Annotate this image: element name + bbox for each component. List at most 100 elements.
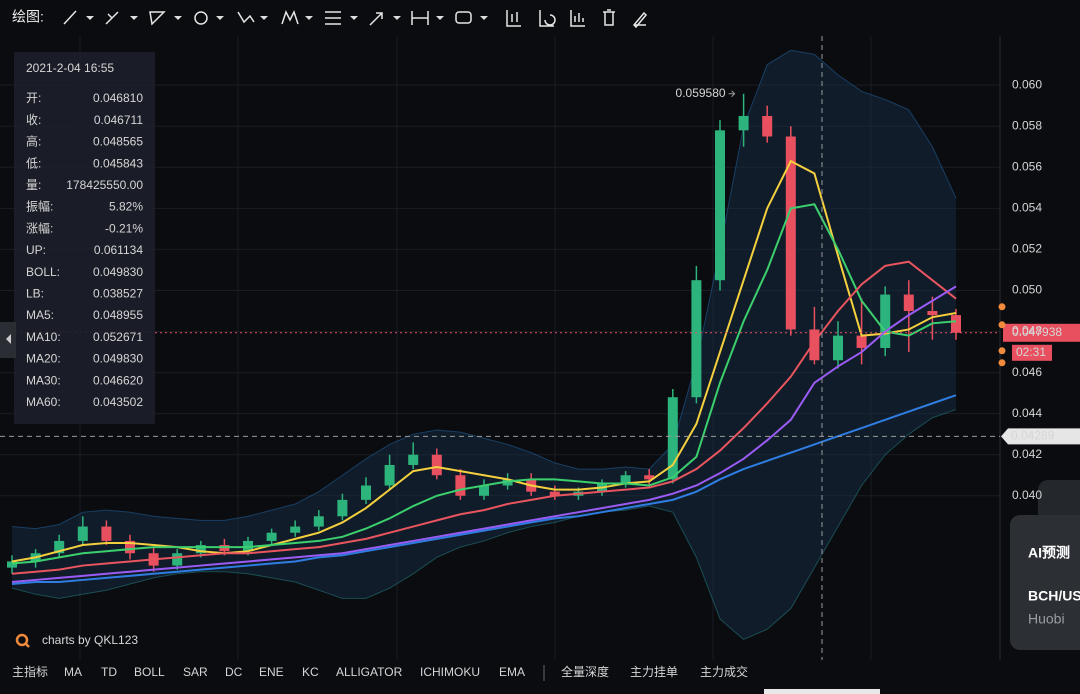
indicator-button[interactable]: ALLIGATOR (336, 665, 403, 679)
candle-body (644, 475, 655, 480)
candle-body (667, 397, 678, 480)
max-arrow (728, 90, 736, 98)
info-value: 0.045843 (93, 156, 143, 170)
candle-body (715, 130, 725, 281)
collapse-arrow[interactable] (6, 334, 11, 344)
tab-button[interactable]: 全量深度 (561, 664, 609, 679)
watermark-logo-tail (24, 642, 30, 648)
y-tick-label: 0.054 (1012, 201, 1042, 215)
countdown-label: 02:31 (1016, 345, 1046, 359)
info-value: 0.046810 (93, 91, 143, 105)
indicator-button[interactable]: MA (64, 665, 82, 679)
legend-label: BOLL: (26, 265, 60, 279)
boll-line (11, 409, 957, 641)
indicator-button[interactable]: TD (101, 665, 117, 679)
legend-value: 0.048955 (93, 308, 143, 322)
info-datetime: 2021-2-04 16:55 (26, 61, 114, 75)
info-label: 涨幅: (26, 220, 53, 235)
info-value: 5.82% (109, 200, 143, 214)
indicator-button[interactable]: ENE (259, 665, 284, 679)
indicator-button[interactable]: KC (302, 665, 319, 679)
legend-value: 0.061134 (94, 243, 143, 257)
legend-label: MA5: (26, 308, 54, 322)
legend-label: MA10: (26, 330, 61, 344)
candle-body (833, 335, 843, 361)
toolbar-label: 绘图: (12, 9, 44, 25)
price-marker (998, 321, 1006, 329)
toolbar: 绘图: (12, 9, 648, 29)
candle-body (384, 464, 395, 486)
candle-body (195, 545, 206, 554)
tab-button[interactable]: 主力成交 (700, 664, 748, 679)
info-value: 0.048565 (93, 135, 143, 149)
tab-button[interactable]: 主力挂单 (630, 665, 678, 679)
info-label: 低: (26, 156, 41, 170)
side-panel-bg[interactable] (1010, 515, 1080, 650)
candle-body (620, 475, 631, 484)
scrollbar[interactable] (764, 689, 880, 694)
bottom-bar-label: 主指标 (12, 664, 48, 679)
last-price-tag (1003, 323, 1080, 342)
side-panel-pair: BCH/US (1028, 588, 1080, 604)
overlay: 0.047938 02:31 0.04289 0.059580 (0, 86, 1080, 445)
candle-body (337, 499, 348, 517)
indicator-button[interactable]: DC (225, 665, 243, 679)
candle-body (408, 454, 419, 465)
candle-body (101, 526, 112, 541)
candle-body (809, 329, 820, 361)
candle-body (502, 479, 513, 486)
ma-line (11, 285, 957, 583)
candle-body (951, 315, 961, 333)
legend-value: 0.049830 (93, 352, 143, 366)
crosshair-label: 0.04289 (1011, 429, 1055, 443)
info-label: 振幅: (26, 199, 53, 214)
side-panel[interactable]: AI预测 BCH/US Huobi (1010, 480, 1080, 650)
info-label: 开: (26, 91, 41, 105)
y-tick-label: 0.044 (1012, 406, 1042, 420)
indicator-button[interactable]: EMA (499, 665, 525, 679)
candle-body (77, 526, 88, 541)
collapse-tab[interactable] (0, 322, 16, 358)
info-value: 0.046711 (94, 113, 143, 127)
info-value: -0.21% (105, 221, 143, 235)
candle-body (7, 561, 17, 568)
indicator-button[interactable]: SAR (183, 665, 208, 679)
legend-value: 0.049830 (93, 265, 143, 279)
legend-label: MA60: (26, 395, 61, 409)
candle-body (785, 136, 796, 330)
candle-body (479, 485, 489, 496)
legend-value: 0.046620 (93, 373, 143, 387)
price-marker (998, 359, 1006, 367)
candle-body (431, 454, 442, 476)
legend-value: 0.038527 (93, 286, 143, 300)
candle-body (455, 475, 466, 496)
y-tick-label: 0.056 (1012, 159, 1042, 173)
watermark-logo (15, 633, 29, 647)
legend-label: MA20: (26, 352, 61, 366)
candle-body (762, 115, 773, 137)
price-marker (998, 347, 1006, 355)
legend-label: MA30: (26, 373, 61, 387)
candle-body (54, 540, 65, 554)
side-panel-exchange: Huobi (1028, 611, 1065, 627)
watermark-text: charts by QKL123 (42, 633, 138, 647)
plot-area (0, 49, 1000, 641)
info-label: 收: (26, 113, 41, 127)
indicator-button[interactable]: BOLL (134, 665, 165, 679)
y-tick-label: 0.050 (1012, 283, 1042, 297)
candle-body (856, 335, 867, 348)
ma-line (11, 394, 957, 586)
max-annotation: 0.059580 (676, 86, 726, 100)
info-value: 178425550.00 (66, 178, 143, 192)
indicator-button[interactable]: ICHIMOKU (420, 665, 480, 679)
candle-body (738, 115, 749, 131)
y-tick-label: 0.042 (1012, 447, 1042, 461)
ma-line (11, 260, 957, 575)
tool-icons[interactable] (63, 9, 648, 29)
crosshair-tag (1001, 428, 1080, 445)
candle-body (903, 294, 914, 311)
legend-label: LB: (26, 286, 44, 300)
legend-value: 0.043502 (93, 395, 143, 409)
candle-body (313, 516, 324, 527)
